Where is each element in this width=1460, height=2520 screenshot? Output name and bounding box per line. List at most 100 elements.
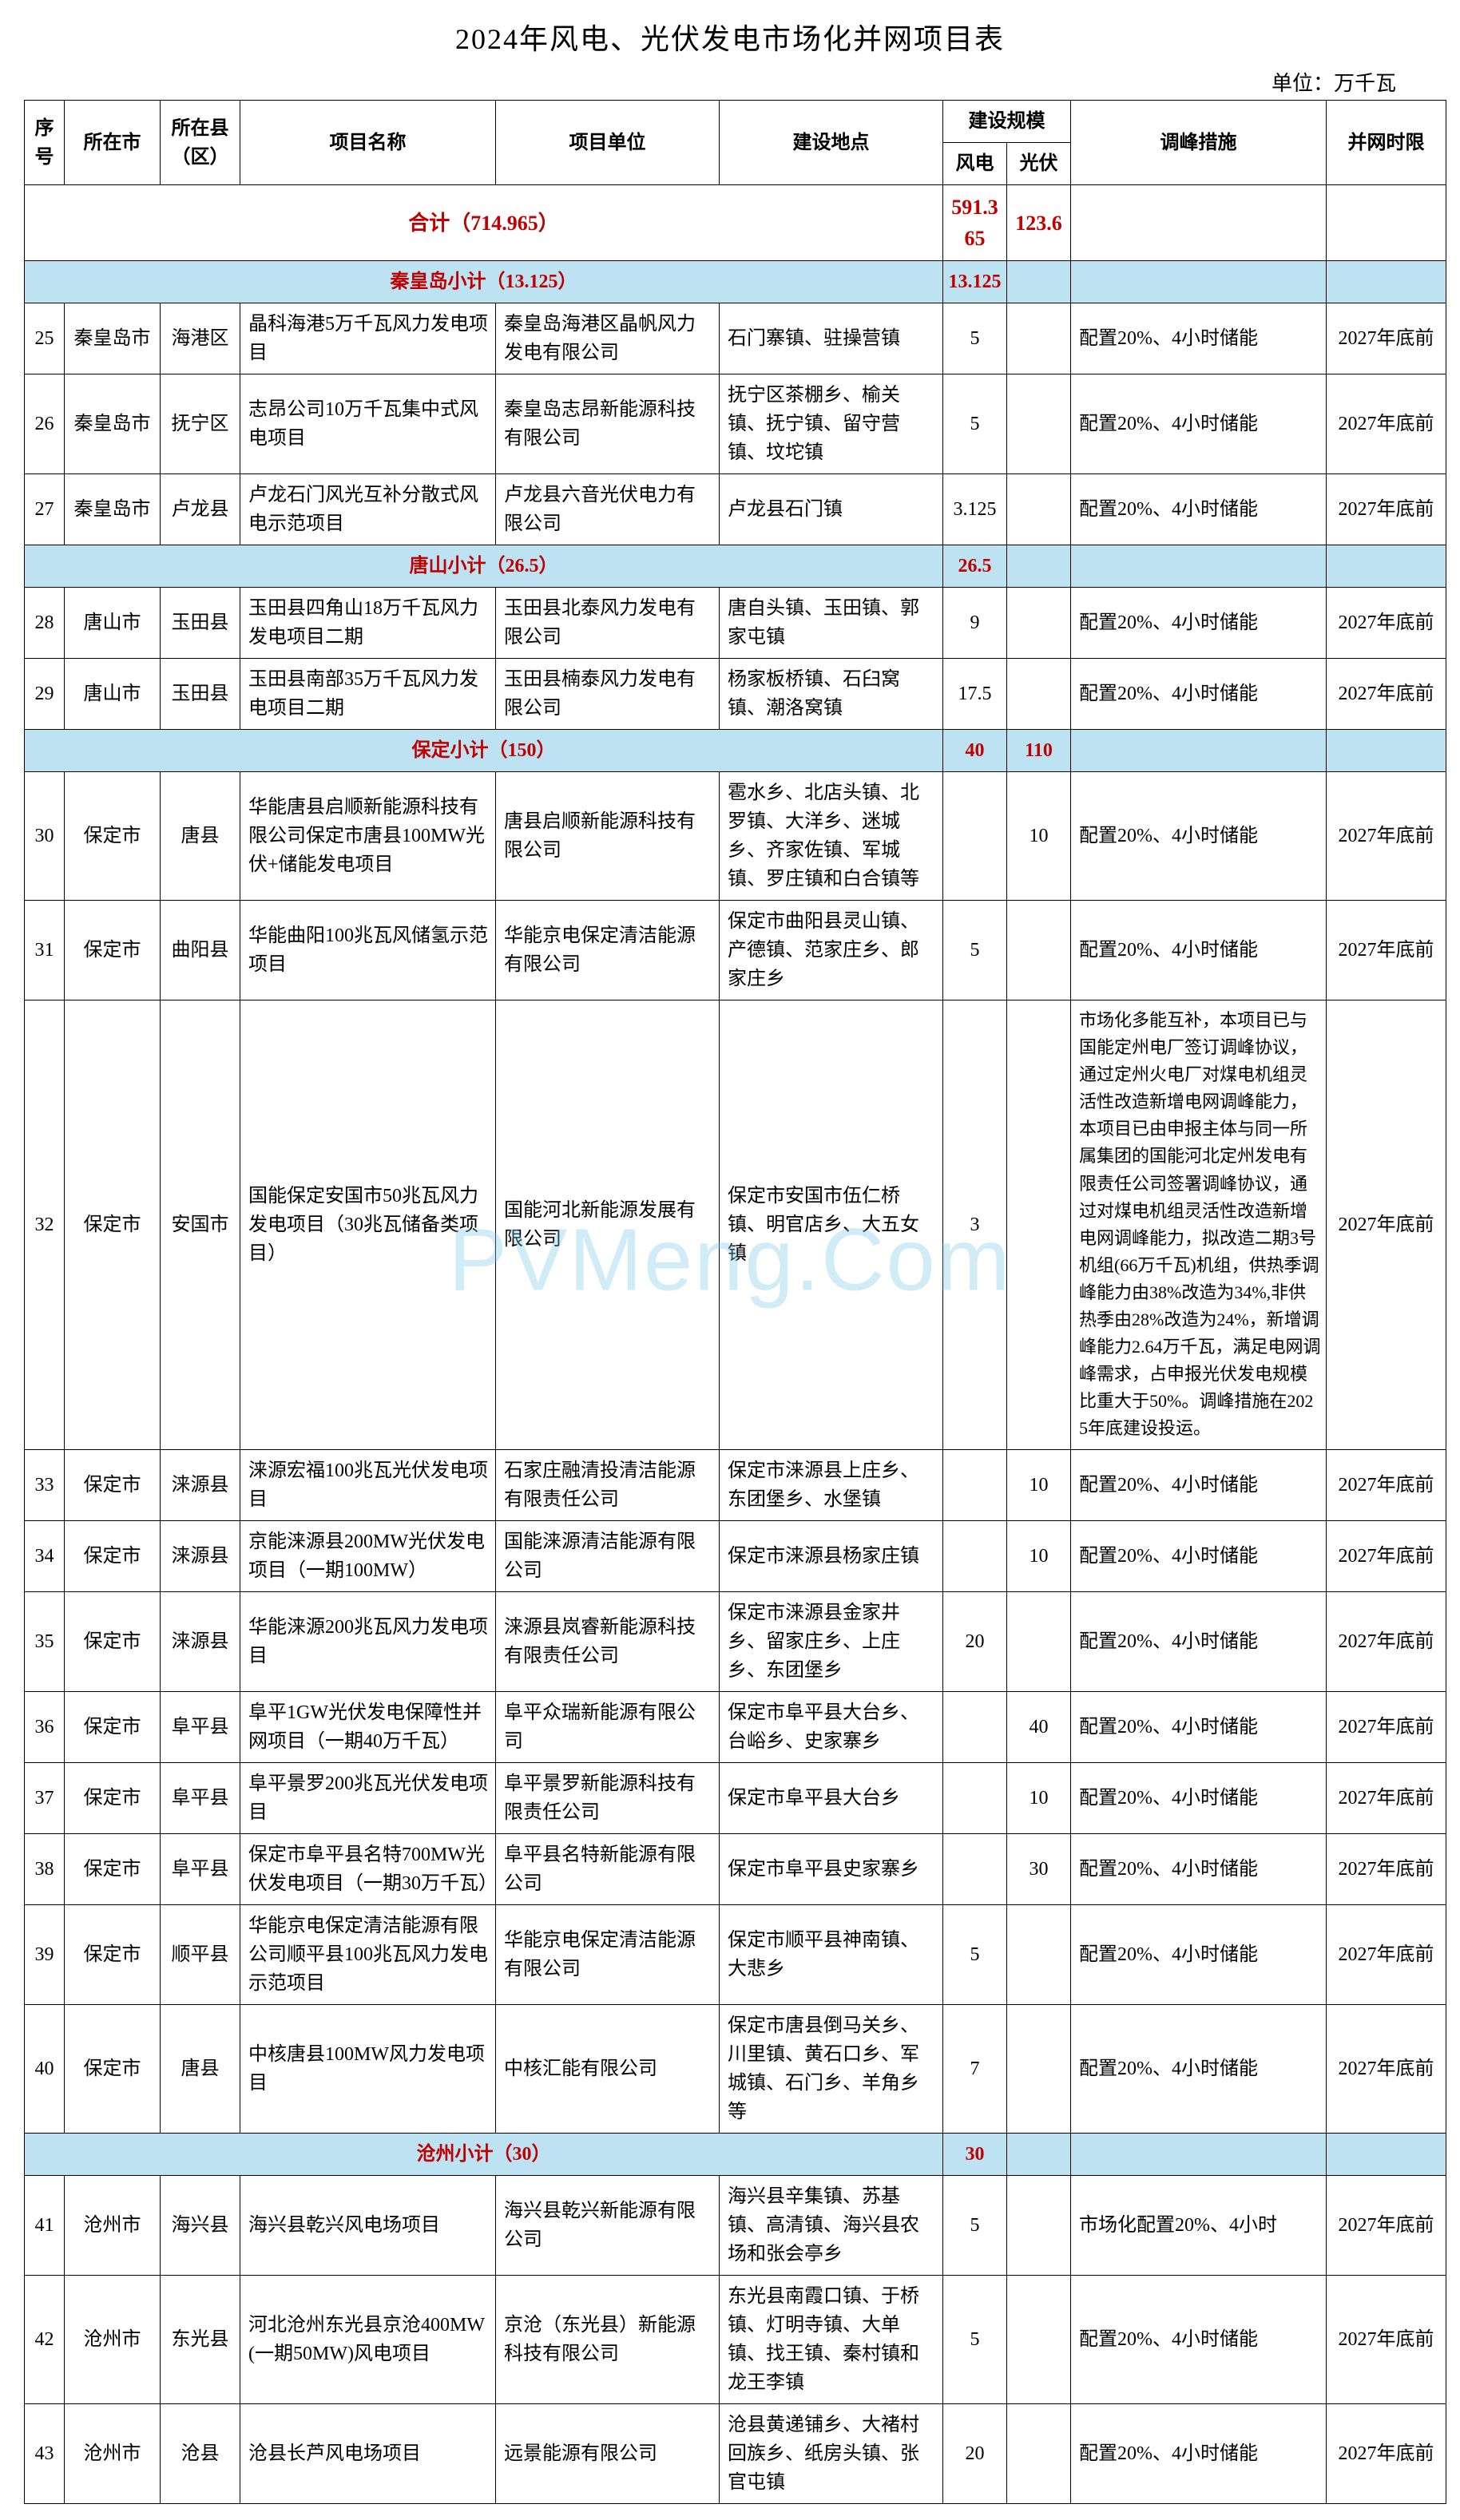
- table-row: 27秦皇岛市卢龙县卢龙石门风光互补分散式风电示范项目卢龙县六音光伏电力有限公司卢…: [25, 474, 1446, 545]
- cell-name: 阜平景罗200兆瓦光伏发电项目: [240, 1762, 496, 1833]
- cell-measure: 配置20%、4小时储能: [1071, 1591, 1327, 1691]
- cell-city: 保定市: [65, 1591, 161, 1691]
- th-county: 所在县（区）: [161, 101, 240, 185]
- cell-loc: 卢龙县石门镇: [720, 474, 943, 545]
- cell-county: 涞源县: [161, 1520, 240, 1591]
- cell-idx: 38: [25, 1833, 65, 1904]
- cell-county: 海兴县: [161, 2175, 240, 2275]
- th-measure: 调峰措施: [1071, 101, 1327, 185]
- cell-name: 沧县长芦风电场项目: [240, 2403, 496, 2503]
- subtotal-wind: 40: [943, 730, 1007, 772]
- cell-measure: 配置20%、4小时储能: [1071, 2403, 1327, 2503]
- cell-wind: [943, 1762, 1007, 1833]
- th-solar: 光伏: [1007, 143, 1071, 185]
- cell-idx: 28: [25, 588, 65, 659]
- cell-idx: 34: [25, 1520, 65, 1591]
- cell-measure: 配置20%、4小时储能: [1071, 659, 1327, 730]
- cell-solar: [1007, 2275, 1071, 2403]
- cell-city: 保定市: [65, 772, 161, 901]
- cell-solar: 10: [1007, 1449, 1071, 1520]
- cell-solar: [1007, 1000, 1071, 1450]
- cell-name: 华能涞源200兆瓦风力发电项目: [240, 1591, 496, 1691]
- cell-wind: 5: [943, 374, 1007, 474]
- table-row: 40保定市唐县中核唐县100MW风力发电项目中核汇能有限公司保定市唐县倒马关乡、…: [25, 2004, 1446, 2133]
- cell-solar: [1007, 303, 1071, 374]
- subtotal-wind: 30: [943, 2133, 1007, 2175]
- cell-city: 保定市: [65, 2004, 161, 2133]
- cell-unit: 海兴县乾兴新能源有限公司: [496, 2175, 720, 2275]
- cell-unit: 石家庄融清投清洁能源有限责任公司: [496, 1449, 720, 1520]
- cell-solar: [1007, 474, 1071, 545]
- cell-city: 保定市: [65, 1691, 161, 1762]
- cell-measure: 配置20%、4小时储能: [1071, 772, 1327, 901]
- cell-idx: 25: [25, 303, 65, 374]
- cell-measure: 配置20%、4小时储能: [1071, 1520, 1327, 1591]
- cell-loc: 保定市顺平县神南镇、大悲乡: [720, 1904, 943, 2004]
- cell-wind: 20: [943, 1591, 1007, 1691]
- cell-wind: 5: [943, 2175, 1007, 2275]
- cell-name: 河北沧州东光县京沧400MW(一期50MW)风电项目: [240, 2275, 496, 2403]
- cell-solar: 40: [1007, 1691, 1071, 1762]
- cell-measure: 配置20%、4小时储能: [1071, 303, 1327, 374]
- total-label: 合计（714.965）: [25, 185, 943, 261]
- total-wind: 591.365: [943, 185, 1007, 261]
- table-row: 37保定市阜平县阜平景罗200兆瓦光伏发电项目阜平景罗新能源科技有限责任公司保定…: [25, 1762, 1446, 1833]
- subtotal-label: 唐山小计（26.5）: [25, 545, 943, 588]
- cell-county: 唐县: [161, 2004, 240, 2133]
- cell-measure: 配置20%、4小时储能: [1071, 374, 1327, 474]
- cell-measure: 配置20%、4小时储能: [1071, 2004, 1327, 2133]
- cell-name: 志昂公司10万千瓦集中式风电项目: [240, 374, 496, 474]
- cell-idx: 39: [25, 1904, 65, 2004]
- cell-unit: 华能京电保定清洁能源有限公司: [496, 901, 720, 1000]
- cell-wind: 5: [943, 1904, 1007, 2004]
- cell-deadline: 2027年底前: [1327, 2275, 1446, 2403]
- cell-county: 曲阳县: [161, 901, 240, 1000]
- table-row: 26秦皇岛市抚宁区志昂公司10万千瓦集中式风电项目秦皇岛志昂新能源科技有限公司抚…: [25, 374, 1446, 474]
- cell-unit: 玉田县北泰风力发电有限公司: [496, 588, 720, 659]
- cell-county: 玉田县: [161, 659, 240, 730]
- cell-idx: 40: [25, 2004, 65, 2133]
- total-row: 合计（714.965）591.365123.6: [25, 185, 1446, 261]
- cell-measure: 配置20%、4小时储能: [1071, 1833, 1327, 1904]
- cell-city: 秦皇岛市: [65, 303, 161, 374]
- cell-unit: 国能河北新能源发展有限公司: [496, 1000, 720, 1450]
- cell-loc: 保定市阜平县史家寨乡: [720, 1833, 943, 1904]
- cell-unit: 阜平景罗新能源科技有限责任公司: [496, 1762, 720, 1833]
- cell-wind: [943, 1833, 1007, 1904]
- cell-deadline: 2027年底前: [1327, 2175, 1446, 2275]
- th-wind: 风电: [943, 143, 1007, 185]
- subtotal-row: 沧州小计（30）30: [25, 2133, 1446, 2175]
- cell-unit: 阜平县名特新能源有限公司: [496, 1833, 720, 1904]
- table-row: 32保定市安国市国能保定安国市50兆瓦风力发电项目（30兆瓦储备类项目）国能河北…: [25, 1000, 1446, 1450]
- cell-wind: 5: [943, 303, 1007, 374]
- cell-solar: [1007, 1904, 1071, 2004]
- cell-measure: 配置20%、4小时储能: [1071, 588, 1327, 659]
- cell-idx: 36: [25, 1691, 65, 1762]
- cell-solar: [1007, 374, 1071, 474]
- th-scale: 建设规模: [943, 101, 1071, 143]
- cell-loc: 保定市曲阳县灵山镇、产德镇、范家庄乡、郎家庄乡: [720, 901, 943, 1000]
- table-row: 39保定市顺平县华能京电保定清洁能源有限公司顺平县100兆瓦风力发电示范项目华能…: [25, 1904, 1446, 2004]
- table-row: 38保定市阜平县保定市阜平县名特700MW光伏发电项目（一期30万千瓦）阜平县名…: [25, 1833, 1446, 1904]
- cell-name: 华能唐县启顺新能源科技有限公司保定市唐县100MW光伏+储能发电项目: [240, 772, 496, 901]
- cell-deadline: 2027年底前: [1327, 303, 1446, 374]
- th-unit: 项目单位: [496, 101, 720, 185]
- subtotal-wind: 13.125: [943, 261, 1007, 303]
- cell-measure: 配置20%、4小时储能: [1071, 901, 1327, 1000]
- subtotal-row: 保定小计（150）40110: [25, 730, 1446, 772]
- cell-county: 阜平县: [161, 1691, 240, 1762]
- cell-county: 抚宁区: [161, 374, 240, 474]
- cell-county: 顺平县: [161, 1904, 240, 2004]
- cell-city: 沧州市: [65, 2403, 161, 2503]
- cell-city: 秦皇岛市: [65, 374, 161, 474]
- table-row: 42沧州市东光县河北沧州东光县京沧400MW(一期50MW)风电项目京沧（东光县…: [25, 2275, 1446, 2403]
- cell-name: 卢龙石门风光互补分散式风电示范项目: [240, 474, 496, 545]
- table-row: 36保定市阜平县阜平1GW光伏发电保障性并网项目（一期40万千瓦）阜平众瑞新能源…: [25, 1691, 1446, 1762]
- cell-wind: 5: [943, 901, 1007, 1000]
- th-deadline: 并网时限: [1327, 101, 1446, 185]
- cell-solar: 10: [1007, 1762, 1071, 1833]
- cell-idx: 33: [25, 1449, 65, 1520]
- cell-unit: 华能京电保定清洁能源有限公司: [496, 1904, 720, 2004]
- cell-city: 保定市: [65, 1520, 161, 1591]
- page-title: 2024年风电、光伏发电市场化并网项目表: [24, 16, 1436, 57]
